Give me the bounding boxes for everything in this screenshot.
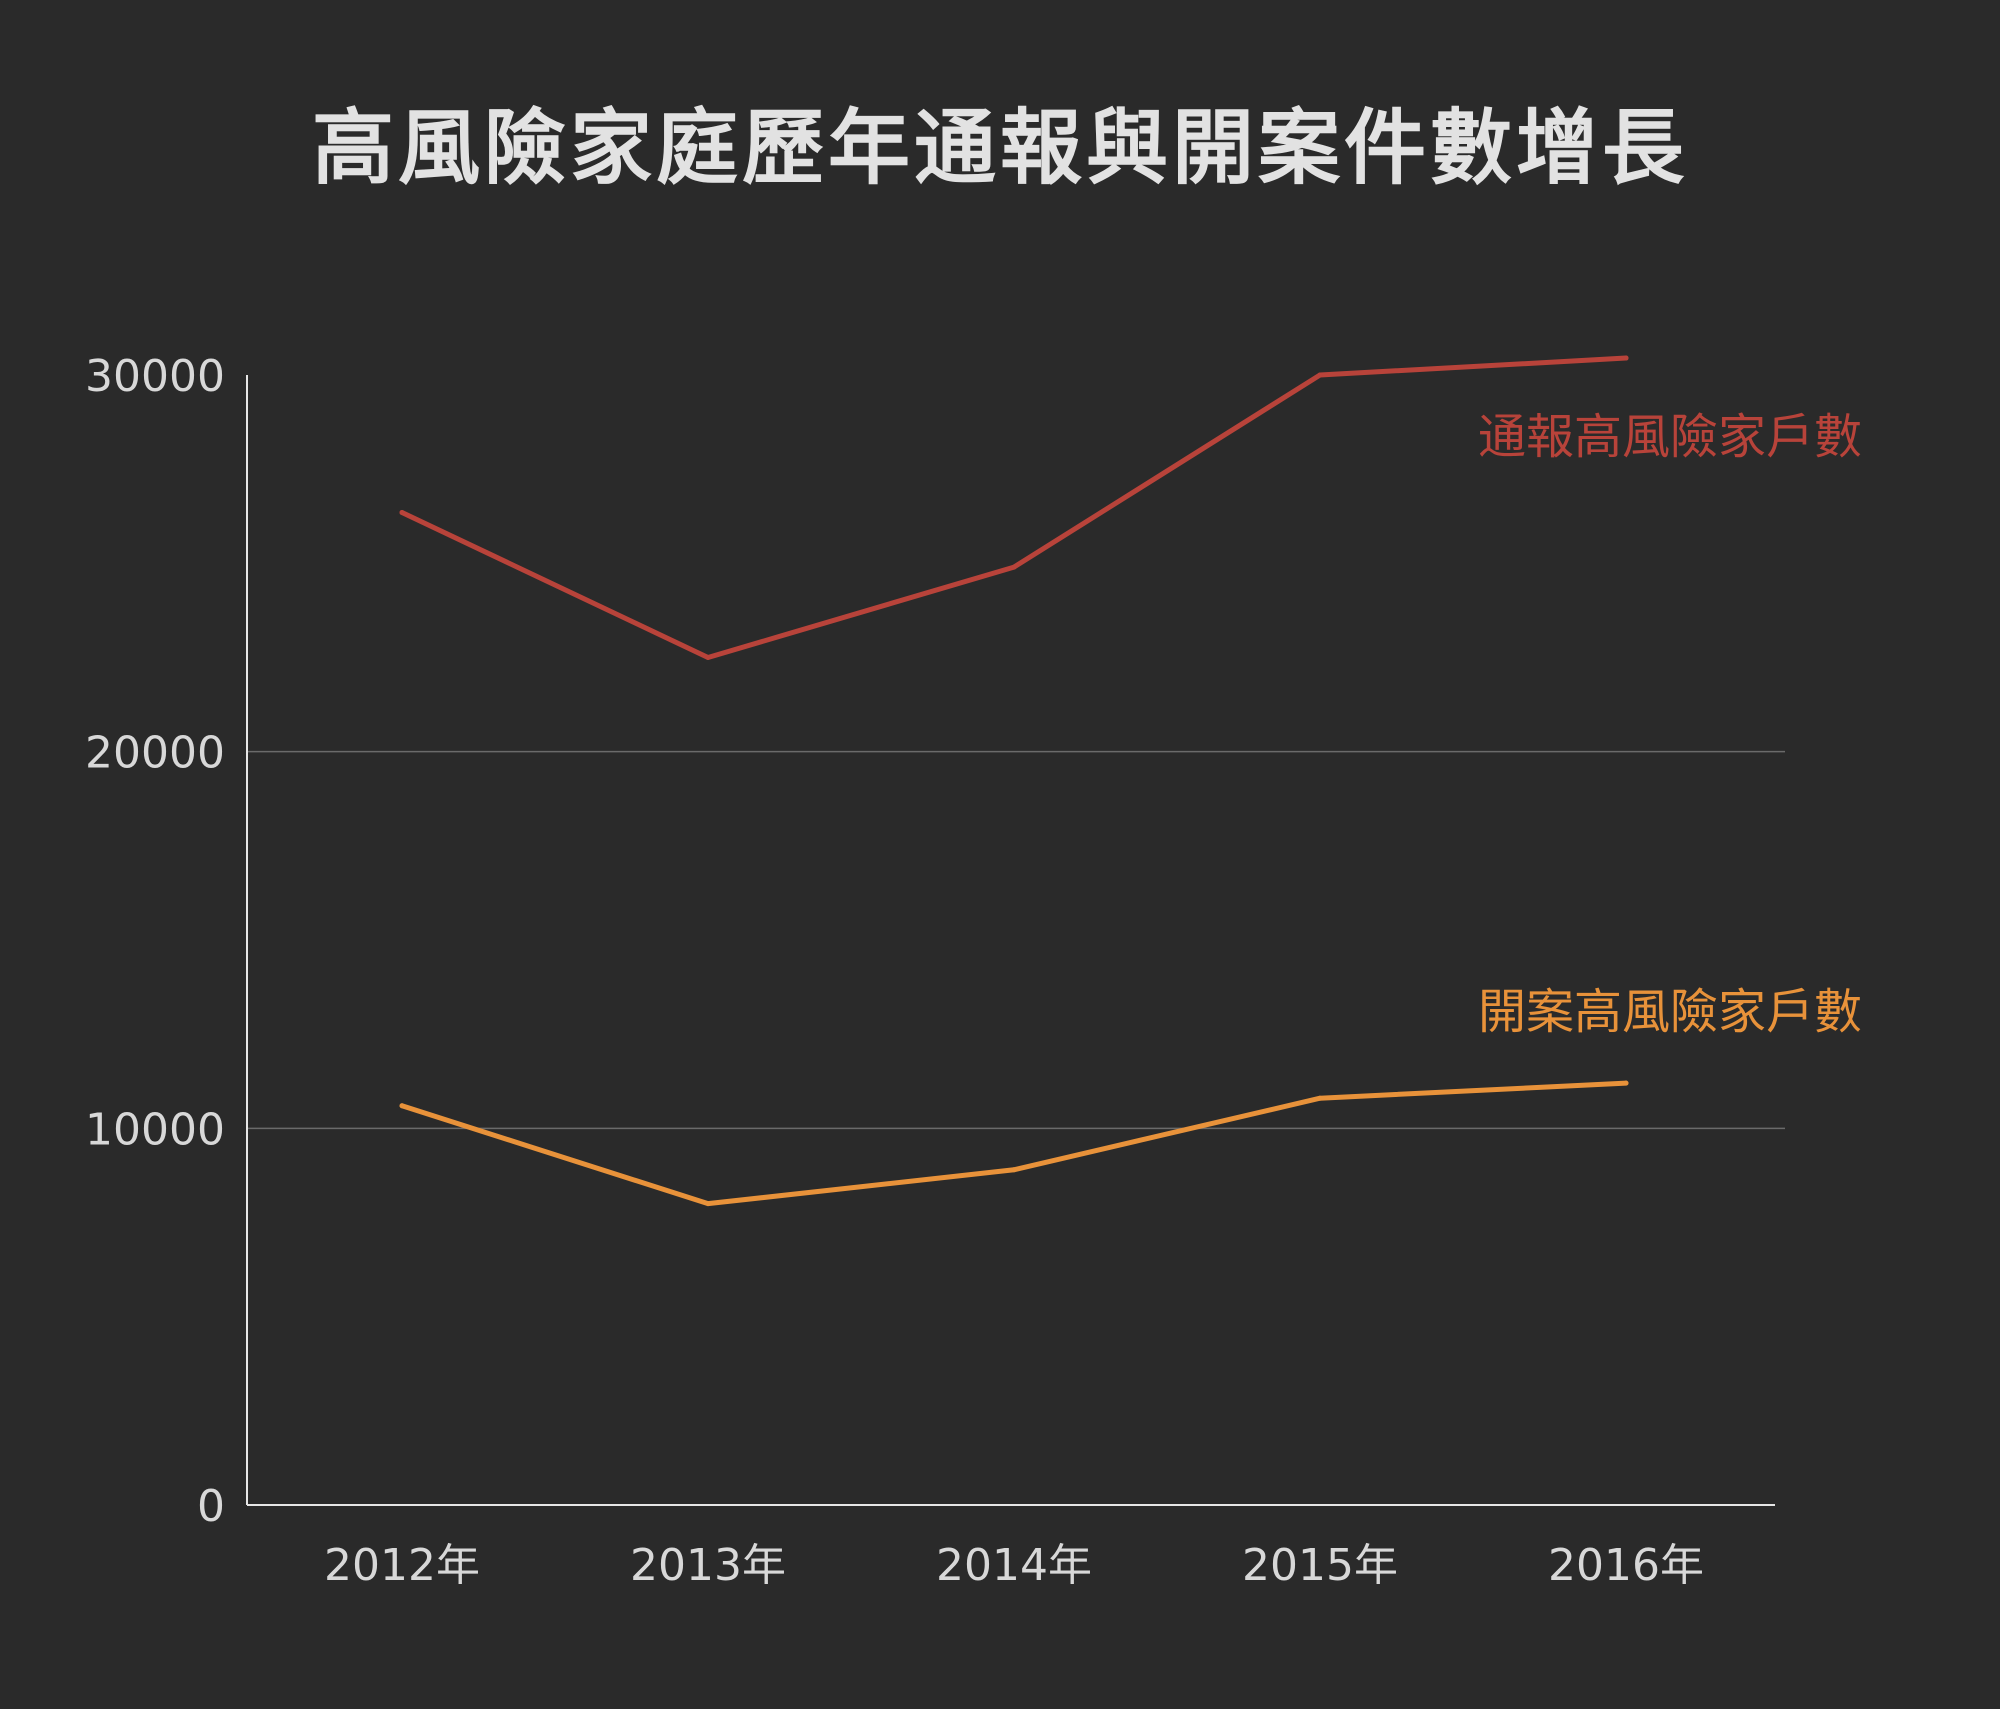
data-point [705, 655, 711, 660]
y-tick-label: 10000 [85, 1104, 225, 1155]
y-axis-ticks: 0 10000 20000 30000 [85, 351, 225, 1532]
series-lines [399, 355, 1629, 1207]
series-label: 開案高風險家戶數 [1478, 984, 1862, 1040]
chart-title: 高風險家庭歷年通報與開案件數增長 [311, 101, 1688, 196]
data-point [1623, 1080, 1629, 1086]
x-axis-ticks: 2012年 2013年 2014年 2015年 2016年 [324, 1540, 1704, 1591]
data-point [399, 1103, 405, 1109]
x-tick-label: 2015年 [1242, 1540, 1398, 1591]
data-point [1011, 1167, 1017, 1173]
data-point [1317, 1095, 1323, 1101]
y-tick-label: 30000 [85, 351, 225, 402]
data-point [705, 1201, 711, 1207]
grid-lines [247, 750, 1785, 1130]
x-tick-label: 2013年 [630, 1540, 786, 1591]
x-tick-label: 2016年 [1548, 1540, 1704, 1591]
data-point [1317, 372, 1323, 378]
series-line [399, 355, 1629, 660]
x-tick-label: 2014年 [936, 1540, 1092, 1591]
y-tick-label: 20000 [85, 728, 225, 779]
series-line [399, 1080, 1629, 1207]
series-label: 通報高風險家戶數 [1478, 409, 1862, 465]
data-point [399, 509, 405, 515]
y-tick-label: 0 [197, 1481, 225, 1532]
data-point [1011, 564, 1017, 570]
data-point [1623, 355, 1629, 361]
x-tick-label: 2012年 [324, 1540, 480, 1591]
